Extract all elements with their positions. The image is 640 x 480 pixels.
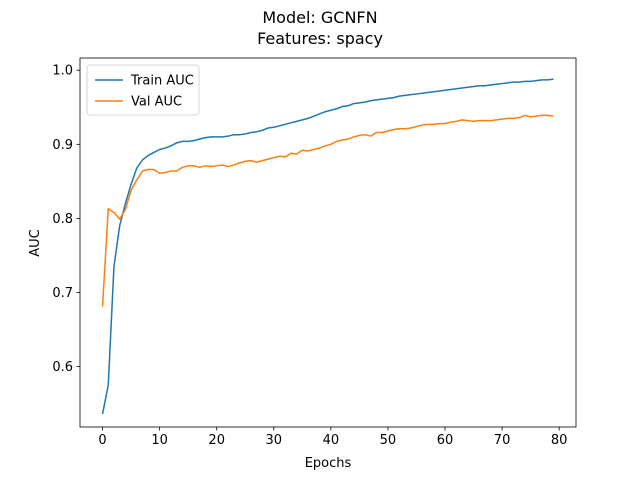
plot-area: 0 10 20 30 40 50 60 70 80 0.6 0.7 0.8 0.9 1.0 Train AU…: [52, 57, 577, 448]
x-tick-label: 60: [437, 433, 454, 448]
x-tick-label: 40: [323, 433, 340, 448]
y-tick-label: 0.9: [52, 138, 73, 153]
x-tick-label: 0: [98, 433, 106, 448]
x-tick-label: 20: [208, 433, 225, 448]
x-tick-label: 10: [151, 433, 168, 448]
axes-frame: [79, 57, 577, 428]
x-axis-label: Epochs: [305, 456, 352, 471]
x-tick-label: 80: [551, 433, 568, 448]
y-tick-label: 0.8: [52, 212, 73, 227]
y-axis-label: AUC: [28, 229, 43, 257]
chart-subtitle: Features: spacy: [257, 29, 383, 48]
x-tick-label: 30: [266, 433, 283, 448]
y-tick-label: 0.6: [52, 360, 73, 375]
y-tick-label: 1.0: [52, 64, 73, 79]
legend-box: [86, 64, 200, 116]
y-tick-label: 0.7: [52, 286, 73, 301]
legend-label: Train AUC: [130, 74, 194, 89]
chart-title: Model: GCNFN: [262, 8, 377, 27]
x-tick-label: 50: [380, 433, 397, 448]
legend-label: Val AUC: [131, 95, 182, 110]
x-tick-label: 70: [494, 433, 511, 448]
series-line-train-auc: [101, 78, 554, 415]
series-line-val-auc: [101, 114, 554, 307]
